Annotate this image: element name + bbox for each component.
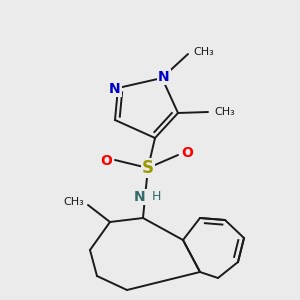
Text: O: O [100,154,112,168]
Text: CH₃: CH₃ [214,107,235,117]
Text: O: O [181,146,193,160]
Text: CH₃: CH₃ [63,197,84,207]
Text: N: N [109,82,121,96]
Text: H: H [151,190,161,203]
Text: CH₃: CH₃ [193,47,214,57]
Text: S: S [142,159,154,177]
Text: N: N [158,70,170,84]
Text: N: N [134,190,146,204]
